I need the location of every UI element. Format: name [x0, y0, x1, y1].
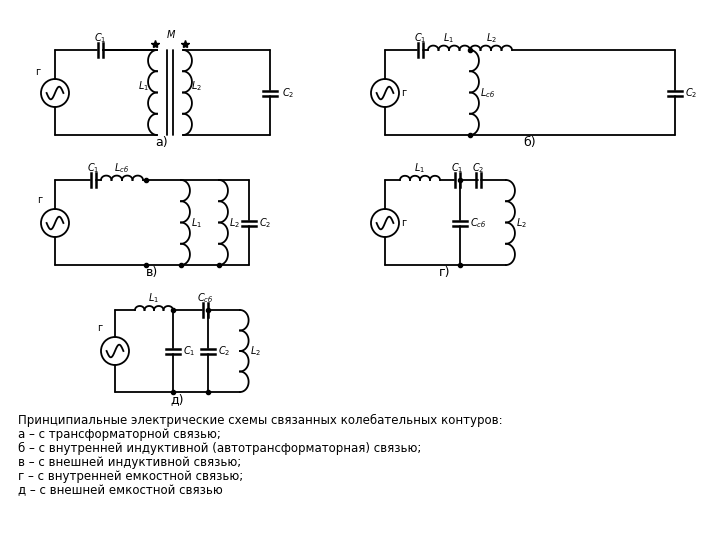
- Text: $L_1$: $L_1$: [148, 291, 160, 305]
- Text: $C_1$: $C_1$: [451, 161, 463, 175]
- Text: г – с внутренней емкостной связью;: г – с внутренней емкостной связью;: [18, 470, 243, 483]
- Text: д – с внешней емкостной связью: д – с внешней емкостной связью: [18, 484, 222, 497]
- Text: а): а): [156, 136, 168, 149]
- Text: $C_2$: $C_2$: [218, 344, 230, 358]
- Text: $L_2$: $L_2$: [485, 31, 497, 45]
- Text: $C_1$: $C_1$: [94, 31, 107, 45]
- Text: г: г: [401, 218, 406, 228]
- Text: б): б): [523, 136, 536, 149]
- Text: $L_1$: $L_1$: [191, 216, 202, 230]
- Text: $C_{сб}$: $C_{сб}$: [197, 291, 213, 305]
- Text: $L_2$: $L_2$: [191, 79, 202, 93]
- Text: $C_1$: $C_1$: [414, 31, 426, 45]
- Text: $L_1$: $L_1$: [415, 161, 426, 175]
- Text: $C_2$: $C_2$: [282, 86, 294, 100]
- Text: Принципиальные электрические схемы связанных колебательных контуров:: Принципиальные электрические схемы связа…: [18, 414, 503, 427]
- Text: г: г: [37, 195, 42, 205]
- Text: $C_1$: $C_1$: [87, 161, 99, 175]
- Text: $C_2$: $C_2$: [472, 161, 484, 175]
- Text: б – с внутренней индуктивной (автотрансформаторная) связью;: б – с внутренней индуктивной (автотрансф…: [18, 442, 421, 455]
- Text: $L_{сб}$: $L_{сб}$: [114, 161, 130, 175]
- Text: г: г: [35, 67, 40, 77]
- Text: $L_1$: $L_1$: [138, 79, 149, 93]
- Text: а – с трансформаторной связью;: а – с трансформаторной связью;: [18, 428, 221, 441]
- Text: $L_{сб}$: $L_{сб}$: [480, 86, 495, 100]
- Text: г): г): [439, 266, 451, 279]
- Text: в – с внешней индуктивной связью;: в – с внешней индуктивной связью;: [18, 456, 241, 469]
- Text: $L_1$: $L_1$: [444, 31, 454, 45]
- Text: $C_2$: $C_2$: [259, 216, 271, 230]
- Text: $C_1$: $C_1$: [183, 344, 195, 358]
- Text: г: г: [401, 88, 406, 98]
- Text: д): д): [170, 393, 184, 406]
- Text: $L_2$: $L_2$: [250, 344, 261, 358]
- Text: $C_{сб}$: $C_{сб}$: [470, 216, 487, 230]
- Text: г: г: [97, 323, 102, 333]
- Text: $L_2$: $L_2$: [229, 216, 240, 230]
- Text: $M$: $M$: [166, 28, 176, 40]
- Text: $C_2$: $C_2$: [685, 86, 698, 100]
- Text: $L_2$: $L_2$: [516, 216, 527, 230]
- Text: в): в): [146, 266, 158, 279]
